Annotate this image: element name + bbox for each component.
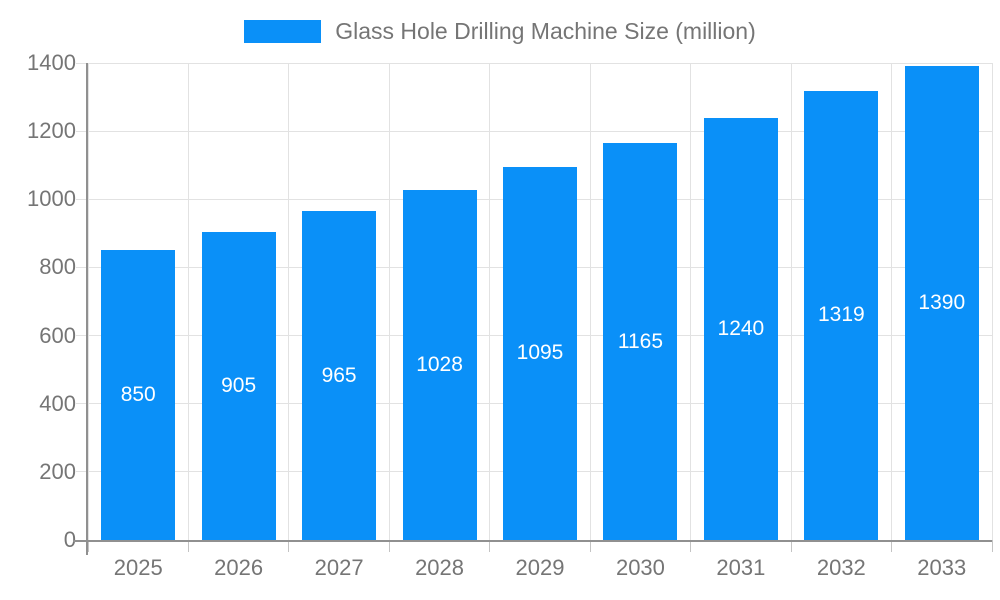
x-gridline	[690, 63, 692, 540]
x-tick-label: 2029	[515, 555, 565, 580]
y-tick-label: 600	[39, 322, 76, 348]
bar-value-label: 905	[221, 373, 257, 397]
x-tick-mark	[690, 540, 692, 552]
bar-2033[interactable]: 1390	[904, 66, 979, 540]
x-tick-mark	[790, 540, 792, 552]
x-gridline	[87, 63, 89, 540]
legend-label: Glass Hole Drilling Machine Size (millio…	[335, 18, 756, 44]
bar-value-label: 1095	[516, 341, 564, 365]
legend-swatch	[244, 20, 322, 43]
x-tick-mark	[388, 540, 390, 552]
x-gridline	[891, 63, 893, 540]
x-tick-mark	[891, 540, 893, 552]
bar-2025[interactable]: 850	[101, 250, 176, 540]
legend[interactable]: Glass Hole Drilling Machine Size (millio…	[0, 18, 1000, 45]
y-tick-label: 1400	[27, 50, 76, 75]
plot-area: 0 200 400 600 800 1000 1200 1400 850 905 965 1028 10…	[27, 51, 993, 580]
bar-value-label: 1319	[817, 303, 865, 327]
x-tick-label: 2027	[314, 555, 364, 580]
y-tick-label: 400	[39, 390, 76, 416]
x-gridline	[187, 63, 189, 540]
x-tick-label: 2028	[415, 555, 465, 580]
bar-2028[interactable]: 1028	[402, 189, 477, 540]
x-tick-label: 2033	[917, 555, 967, 580]
x-gridline	[489, 63, 491, 540]
x-tick-label: 2032	[816, 555, 866, 580]
y-gridline	[76, 130, 992, 132]
x-tick-mark	[589, 540, 591, 552]
bar-value-label: 965	[321, 363, 357, 387]
x-tick-mark	[489, 540, 491, 552]
x-tick-label: 2025	[113, 555, 163, 580]
x-tick-label: 2026	[214, 555, 264, 580]
bar-2031[interactable]: 1240	[703, 117, 778, 540]
x-gridline	[288, 63, 290, 540]
x-tick-label: 2030	[615, 555, 665, 580]
y-tick-label: 1000	[27, 186, 76, 212]
x-gridline	[991, 63, 993, 540]
bar-value-label: 850	[120, 383, 156, 407]
y-gridline	[76, 62, 992, 64]
y-tick-label: 800	[39, 254, 76, 280]
x-tick-label: 2031	[716, 555, 766, 580]
x-tick-mark	[187, 540, 189, 552]
bar-2029[interactable]: 1095	[503, 166, 577, 540]
bar-value-label: 1028	[416, 352, 463, 376]
y-axis-line	[86, 63, 88, 555]
bar-value-label: 1390	[918, 291, 966, 315]
y-tick-label: 1200	[27, 118, 76, 144]
x-tick-mark	[991, 540, 993, 552]
x-axis-line	[73, 540, 992, 542]
bar-value-label: 1165	[617, 329, 664, 353]
x-tick-mark	[87, 540, 89, 552]
bar-2030[interactable]: 1165	[603, 143, 678, 540]
x-tick-mark	[288, 540, 290, 552]
y-tick-label: 0	[63, 527, 76, 552]
y-tick-label: 200	[39, 458, 76, 484]
x-gridline	[790, 63, 792, 540]
bar-2032[interactable]: 1319	[804, 90, 879, 540]
bar-2026[interactable]: 905	[201, 231, 276, 540]
x-gridline	[589, 63, 591, 540]
x-gridline	[388, 63, 390, 540]
bar-value-label: 1240	[717, 316, 765, 340]
bar-2027[interactable]: 965	[302, 211, 377, 540]
